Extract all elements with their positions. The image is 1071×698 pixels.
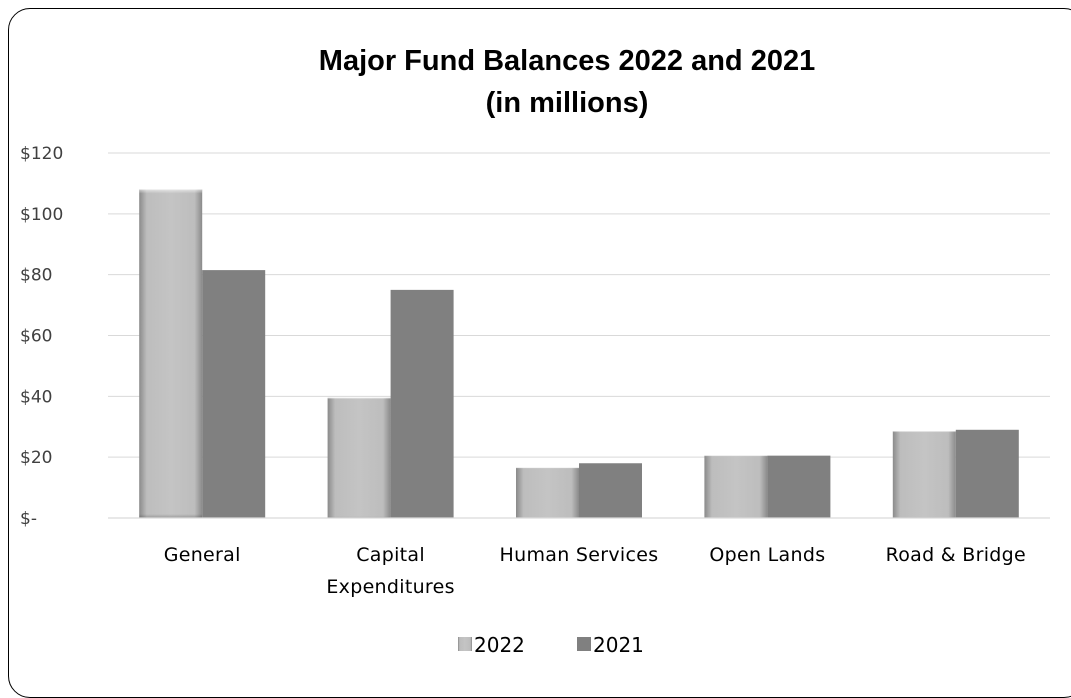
bar-2021 — [955, 429, 1019, 518]
y-tick-label: $100 — [20, 205, 63, 225]
bar-2021 — [579, 463, 642, 518]
bar-2022-highlight — [327, 397, 391, 518]
legend-label-2022: 2022 — [474, 633, 525, 657]
y-tick-label: $20 — [20, 448, 52, 468]
x-category-label: Human Services — [500, 544, 659, 566]
x-category-label: Open Lands — [709, 544, 825, 566]
bar-2022-highlight — [892, 431, 956, 518]
legend: 2022 2021 — [458, 633, 644, 657]
legend-label-2021: 2021 — [593, 633, 644, 657]
chart: Major Fund Balances 2022 and 2021 (in mi… — [20, 45, 1050, 657]
bar-2022-highlight — [516, 467, 579, 518]
y-tick-label: $40 — [20, 387, 52, 407]
bar-2021 — [767, 455, 831, 518]
chart-subtitle: (in millions) — [486, 87, 649, 119]
bar-2022-highlight — [704, 455, 768, 518]
bar-2022-highlight — [139, 189, 203, 518]
x-category-label: Capital — [356, 544, 425, 566]
y-tick-label: $80 — [20, 266, 52, 286]
bars — [139, 189, 1019, 518]
x-category-label: Road & Bridge — [886, 544, 1026, 566]
y-axis-tick-labels: $- $20 $40 $60 $80 $100 $120 — [20, 144, 63, 529]
bar-2021 — [202, 270, 266, 518]
chart-title: Major Fund Balances 2022 and 2021 — [319, 45, 815, 77]
x-category-label: General — [164, 544, 241, 566]
legend-swatch-2022 — [458, 637, 472, 651]
bar-2021 — [390, 289, 454, 518]
y-tick-label: $120 — [20, 144, 63, 164]
y-tick-label: $60 — [20, 327, 52, 347]
y-tick-label: $- — [20, 509, 37, 529]
x-category-label: Expenditures — [326, 576, 454, 598]
x-axis-category-labels: General Capital Expenditures Human Services… — [164, 544, 1026, 598]
legend-swatch-2021 — [577, 637, 591, 651]
